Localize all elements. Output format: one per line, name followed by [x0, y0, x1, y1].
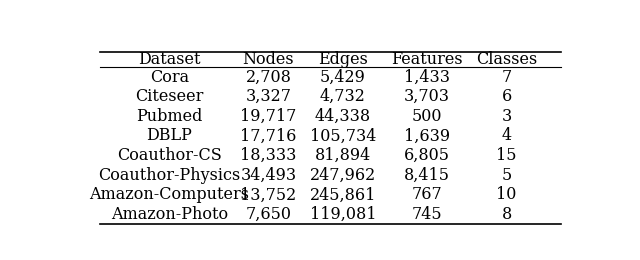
- Text: Nodes: Nodes: [243, 51, 294, 68]
- Text: Dataset: Dataset: [138, 51, 200, 68]
- Text: 3,327: 3,327: [246, 88, 291, 105]
- Text: 8: 8: [501, 206, 512, 223]
- Text: Cora: Cora: [150, 69, 189, 86]
- Text: DBLP: DBLP: [147, 127, 192, 145]
- Text: 44,338: 44,338: [315, 108, 371, 125]
- Text: 34,493: 34,493: [241, 167, 296, 184]
- Text: 1,639: 1,639: [404, 127, 451, 145]
- Text: Citeseer: Citeseer: [135, 88, 204, 105]
- Text: 81,894: 81,894: [315, 147, 371, 164]
- Text: 6: 6: [501, 88, 512, 105]
- Text: 7: 7: [501, 69, 512, 86]
- Text: 5,429: 5,429: [320, 69, 366, 86]
- Text: 3: 3: [501, 108, 512, 125]
- Text: 247,962: 247,962: [310, 167, 376, 184]
- Text: Coauthor-CS: Coauthor-CS: [117, 147, 221, 164]
- Text: 500: 500: [412, 108, 442, 125]
- Text: 767: 767: [412, 186, 443, 203]
- Text: Amazon-Computers: Amazon-Computers: [90, 186, 250, 203]
- Text: 18,333: 18,333: [240, 147, 297, 164]
- Text: 2,708: 2,708: [246, 69, 291, 86]
- Text: 10: 10: [497, 186, 516, 203]
- Text: 17,716: 17,716: [240, 127, 297, 145]
- Text: 5: 5: [501, 167, 512, 184]
- Text: 4,732: 4,732: [320, 88, 366, 105]
- Text: Features: Features: [392, 51, 463, 68]
- Text: 8,415: 8,415: [404, 167, 450, 184]
- Text: Amazon-Photo: Amazon-Photo: [111, 206, 228, 223]
- Text: 4: 4: [502, 127, 511, 145]
- Text: 245,861: 245,861: [310, 186, 376, 203]
- Text: 119,081: 119,081: [310, 206, 376, 223]
- Text: Pubmed: Pubmed: [136, 108, 202, 125]
- Text: 13,752: 13,752: [241, 186, 296, 203]
- Text: 3,703: 3,703: [404, 88, 450, 105]
- Text: Coauthor-Physics: Coauthor-Physics: [98, 167, 241, 184]
- Text: 7,650: 7,650: [246, 206, 291, 223]
- Text: Classes: Classes: [476, 51, 537, 68]
- Text: 745: 745: [412, 206, 442, 223]
- Text: 6,805: 6,805: [404, 147, 450, 164]
- Text: Edges: Edges: [318, 51, 368, 68]
- Text: 1,433: 1,433: [404, 69, 450, 86]
- Text: 19,717: 19,717: [240, 108, 297, 125]
- Text: 105,734: 105,734: [310, 127, 376, 145]
- Text: 15: 15: [496, 147, 517, 164]
